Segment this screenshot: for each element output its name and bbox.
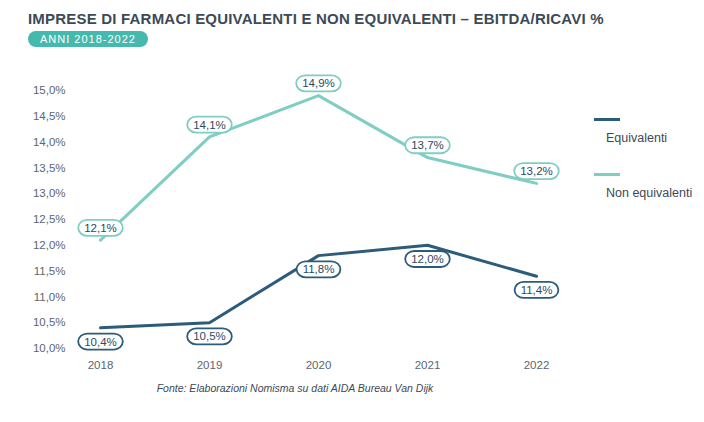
svg-text:13,5%: 13,5% xyxy=(33,162,66,174)
svg-text:11,4%: 11,4% xyxy=(521,284,553,296)
svg-text:10,0%: 10,0% xyxy=(33,342,66,354)
svg-text:11,8%: 11,8% xyxy=(303,263,335,275)
svg-text:2022: 2022 xyxy=(524,359,550,371)
svg-text:11,5%: 11,5% xyxy=(34,265,66,277)
svg-text:12,1%: 12,1% xyxy=(84,222,117,234)
svg-text:10,4%: 10,4% xyxy=(84,336,117,348)
html-text:IMPRESE DI FARMACI EQUIVALENTI: IMPRESE DI FARMACI EQUIVALENTI E NON EQU… xyxy=(28,10,604,27)
svg-text:14,1%: 14,1% xyxy=(193,119,226,131)
html-text:ANNI 2018-2022: ANNI 2018-2022 xyxy=(40,33,136,45)
html-text:Non equivalenti: Non equivalenti xyxy=(606,186,693,200)
svg-text:12,0%: 12,0% xyxy=(33,239,66,251)
svg-text:11,0%: 11,0% xyxy=(34,291,66,303)
svg-text:12,0%: 12,0% xyxy=(411,253,444,265)
svg-text:14,9%: 14,9% xyxy=(302,77,335,89)
svg-text:14,0%: 14,0% xyxy=(33,136,66,148)
svg-text:2020: 2020 xyxy=(306,359,332,371)
svg-text:2018: 2018 xyxy=(88,359,114,371)
svg-text:14,5%: 14,5% xyxy=(33,110,66,122)
svg-text:13,0%: 13,0% xyxy=(33,187,66,199)
svg-text:2019: 2019 xyxy=(197,359,223,371)
svg-text:2021: 2021 xyxy=(415,359,441,371)
svg-text:13,7%: 13,7% xyxy=(411,139,444,151)
svg-text:10,5%: 10,5% xyxy=(33,316,66,328)
svg-text:12,5%: 12,5% xyxy=(33,213,66,225)
html-text:Fonte: Elaborazioni Nomisma su: Fonte: Elaborazioni Nomisma su dati AIDA… xyxy=(156,382,434,394)
html-text:Equivalenti: Equivalenti xyxy=(606,131,668,145)
svg-text:10,5%: 10,5% xyxy=(193,330,226,342)
svg-text:15,0%: 15,0% xyxy=(33,84,66,96)
svg-text:13,2%: 13,2% xyxy=(520,165,553,177)
